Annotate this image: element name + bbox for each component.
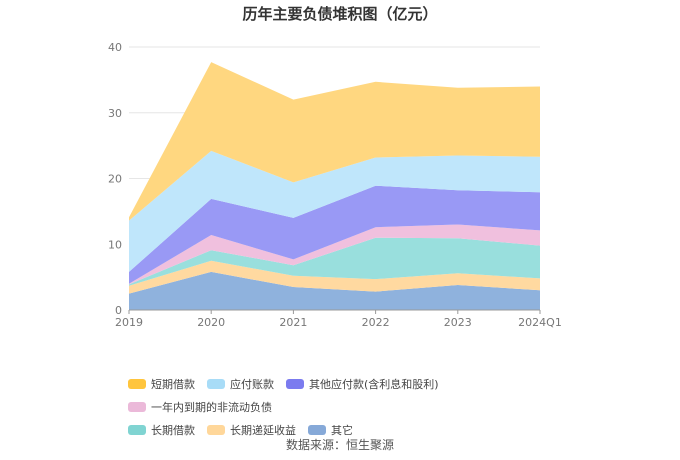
x-tick-label: 2020 <box>197 316 225 329</box>
legend-label: 长期递延收益 <box>230 424 296 437</box>
legend-swatch <box>128 402 146 412</box>
area-series-5 <box>129 185 540 284</box>
legend-swatch <box>308 425 326 435</box>
legend-swatch <box>128 425 146 435</box>
source-note: 数据来源：恒生聚源 <box>285 438 394 452</box>
legend-swatch <box>286 379 304 389</box>
legend-row-2: 长期借款 长期递延收益 其它 <box>128 422 598 445</box>
legend-label: 应付账款 <box>230 378 274 391</box>
legend-item[interactable]: 长期借款 <box>128 422 195 438</box>
area-series-3 <box>129 237 540 286</box>
y-tick-label: 0 <box>115 304 122 317</box>
legend-item[interactable]: 长期递延收益 <box>207 422 296 438</box>
area-series-4 <box>129 224 540 285</box>
legend-swatch <box>207 379 225 389</box>
legend-item[interactable]: 其它 <box>308 422 353 438</box>
legend-item[interactable]: 一年内到期的非流动负债 <box>128 399 272 415</box>
area-series-2 <box>129 260 540 294</box>
area-series-6 <box>129 150 540 272</box>
legend-item[interactable]: 应付账款 <box>207 376 274 392</box>
y-tick-label: 20 <box>108 173 122 186</box>
legend-label: 其他应付款(含利息和股利) <box>309 378 439 391</box>
x-tick-label: 2022 <box>362 316 390 329</box>
y-tick-label: 30 <box>108 107 122 120</box>
x-tick-label: 2021 <box>279 316 307 329</box>
area-series-7 <box>129 62 540 221</box>
area-layer <box>129 62 540 310</box>
legend-label: 一年内到期的非流动负债 <box>151 401 272 414</box>
y-tick-label: 40 <box>108 41 122 54</box>
legend-label: 长期借款 <box>151 424 195 437</box>
area-series-1 <box>129 271 540 310</box>
legend-item[interactable]: 短期借款 <box>128 376 195 392</box>
x-tick-label: 2019 <box>115 316 143 329</box>
legend: 短期借款 应付账款 其他应付款(含利息和股利) 一年内到期的非流动负债 长期借款 长期递… <box>128 376 598 445</box>
legend-row-1: 短期借款 应付账款 其他应付款(含利息和股利) 一年内到期的非流动负债 <box>128 376 598 422</box>
legend-label: 短期借款 <box>151 378 195 391</box>
chart-title: 历年主要负债堆积图（亿元） <box>242 5 438 23</box>
legend-swatch <box>207 425 225 435</box>
legend-swatch <box>128 379 146 389</box>
legend-item[interactable]: 其他应付款(含利息和股利) <box>286 376 439 392</box>
y-tick-label: 10 <box>108 238 122 251</box>
x-tick-label: 2023 <box>444 316 472 329</box>
legend-label: 其它 <box>331 424 353 437</box>
x-tick-label: 2024Q1 <box>518 316 562 329</box>
axis-layer: 0 10 20 30 40 2019 2020 2021 2022 2023 2024Q1 <box>108 41 562 329</box>
